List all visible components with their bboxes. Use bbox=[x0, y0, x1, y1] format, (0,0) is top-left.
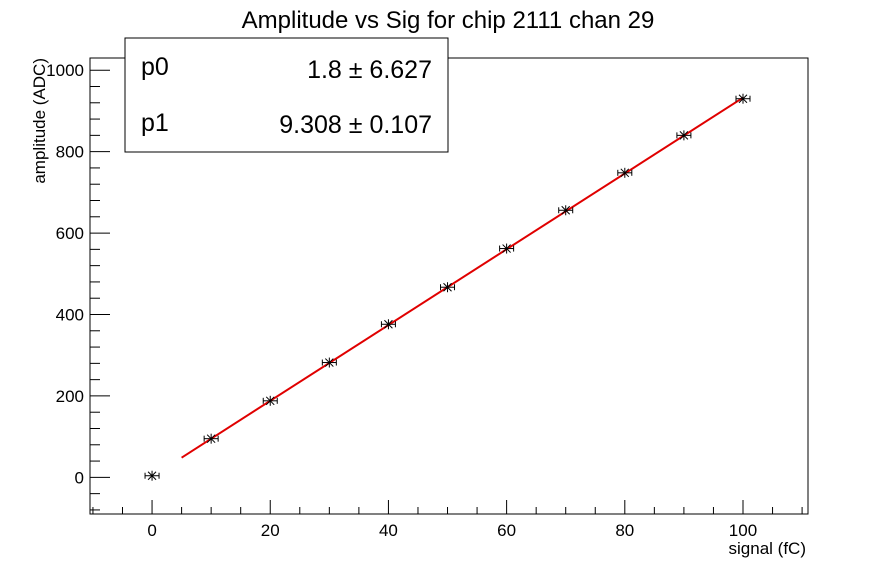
y-tick-label: 1000 bbox=[46, 61, 84, 80]
y-axis-label: amplitude (ADC) bbox=[30, 58, 49, 184]
data-points bbox=[144, 93, 751, 481]
data-point bbox=[203, 433, 219, 444]
stat-name-p1: p1 bbox=[141, 109, 169, 137]
stat-value-p0: 1.8 ± 6.627 bbox=[307, 56, 432, 84]
x-tick-label: 80 bbox=[615, 521, 634, 540]
y-tick-label: 200 bbox=[56, 387, 84, 406]
stats-box: p0 1.8 ± 6.627 p1 9.308 ± 0.107 bbox=[124, 37, 449, 153]
plot-frame bbox=[89, 57, 809, 515]
data-point bbox=[380, 319, 396, 330]
x-tick-label: 40 bbox=[379, 521, 398, 540]
y-tick-label: 800 bbox=[56, 143, 84, 162]
y-tick-label: 0 bbox=[75, 468, 84, 487]
stat-name-p0: p0 bbox=[141, 53, 169, 81]
y-tick-label: 600 bbox=[56, 224, 84, 243]
x-axis: 0 20 40 60 80 100 bbox=[92, 500, 803, 540]
chart-title: Amplitude vs Sig for chip 2111 chan 29 bbox=[242, 7, 655, 34]
data-point bbox=[735, 93, 751, 104]
x-axis-label: signal (fC) bbox=[729, 539, 806, 558]
x-tick-label: 60 bbox=[497, 521, 516, 540]
data-point bbox=[617, 167, 633, 178]
x-tick-label: 20 bbox=[261, 521, 280, 540]
data-point bbox=[499, 243, 515, 254]
x-tick-label: 100 bbox=[729, 521, 757, 540]
fit-layer bbox=[181, 96, 744, 459]
data-point bbox=[144, 470, 160, 481]
data-point bbox=[558, 205, 574, 216]
x-tick-label: 0 bbox=[147, 521, 156, 540]
data-point bbox=[676, 130, 692, 141]
data-point bbox=[321, 357, 337, 368]
stat-value-p1: 9.308 ± 0.107 bbox=[279, 111, 432, 139]
fit-line bbox=[181, 96, 744, 459]
y-axis: 0 200 400 600 800 1000 bbox=[46, 61, 110, 511]
y-tick-label: 400 bbox=[56, 306, 84, 325]
stats-box-frame bbox=[124, 37, 449, 153]
data-point bbox=[262, 395, 278, 406]
data-point bbox=[440, 282, 456, 293]
